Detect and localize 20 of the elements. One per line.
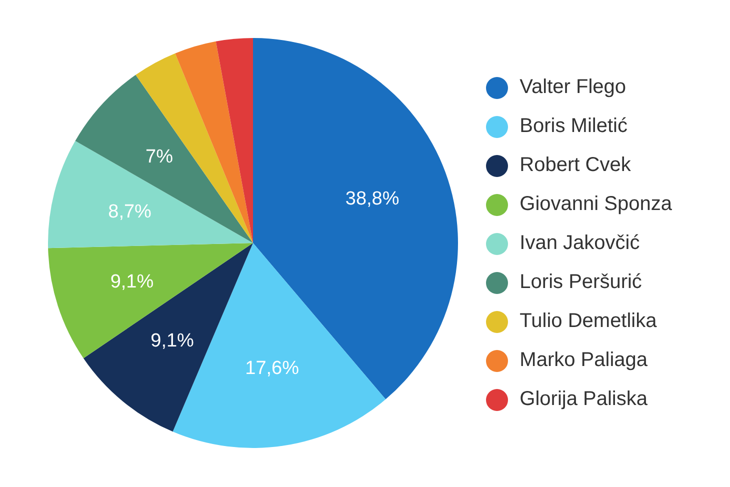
legend-label: Tulio Demetlika (520, 310, 657, 332)
legend-label: Robert Cvek (520, 154, 631, 176)
legend-label: Boris Miletić (520, 115, 628, 137)
data-label: 7% (146, 146, 174, 168)
pie-slice (175, 41, 253, 243)
pie-slice (48, 140, 253, 248)
data-label: 17,6% (245, 358, 300, 380)
pie-slice (75, 74, 253, 243)
data-label: 8,7% (108, 201, 152, 222)
pie-slice (48, 243, 253, 358)
legend-label: Glorija Paliska (520, 388, 648, 410)
pie-slice (216, 38, 253, 243)
legend-label: Marko Paliaga (520, 349, 648, 371)
data-label: 9,1% (150, 330, 194, 352)
data-label: 9,1% (110, 271, 154, 292)
legend-label: Loris Peršurić (520, 271, 642, 293)
legend-label: Giovanni Sponza (520, 193, 672, 215)
data-label: 38,8% (345, 188, 400, 210)
legend-label: Valter Flego (520, 76, 626, 98)
legend-label: Ivan Jakovčić (520, 232, 640, 254)
